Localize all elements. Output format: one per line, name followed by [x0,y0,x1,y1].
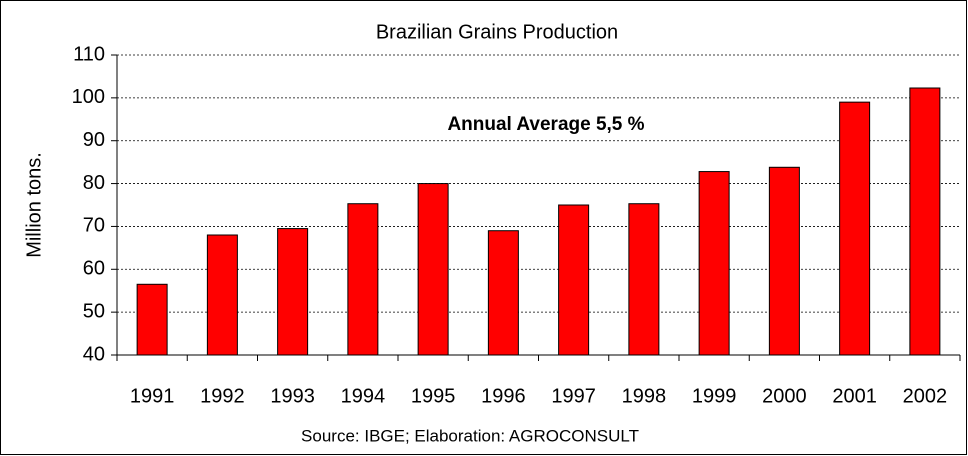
bar [839,101,871,356]
y-tick-label: 110 [73,43,105,65]
x-tick-label: 1991 [130,385,175,407]
y-tick-label: 90 [83,129,105,151]
source-note: Source: IBGE; Elaboration: AGROCONSULT [301,426,639,445]
bar [628,203,660,356]
chart-title: Brazilian Grains Production [376,21,618,43]
y-axis-label: Million tons. [23,152,45,258]
y-tick-label: 100 [72,86,105,108]
x-tick-label: 1996 [481,385,526,407]
x-tick-label: 2000 [762,385,807,407]
bar [347,203,379,356]
x-tick-label: 2002 [903,385,948,407]
y-tick-label: 40 [83,343,105,365]
y-tick-label: 60 [83,258,105,280]
y-tick-label: 70 [83,215,105,237]
bar [206,234,238,356]
bar [558,204,590,356]
bar [487,230,519,356]
bar [768,166,800,356]
x-tick-label: 1993 [270,385,315,407]
x-tick-label: 1999 [692,385,737,407]
x-tick-label: 2001 [832,385,877,407]
bar [909,87,941,356]
y-tick-label: 80 [83,172,105,194]
bar [417,183,449,356]
x-tick-label: 1994 [341,385,386,407]
y-tick-label: 50 [83,300,105,322]
x-tick-label: 1997 [551,385,596,407]
annotation: Annual Average 5,5 % [447,114,644,135]
x-tick-label: 1998 [622,385,667,407]
bar [698,171,730,356]
x-tick-label: 1992 [200,385,245,407]
bar [136,283,168,356]
x-tick-label: 1995 [411,385,456,407]
bar [277,228,309,356]
